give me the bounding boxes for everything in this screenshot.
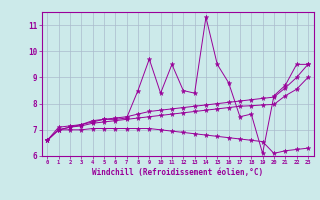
X-axis label: Windchill (Refroidissement éolien,°C): Windchill (Refroidissement éolien,°C) bbox=[92, 168, 263, 177]
